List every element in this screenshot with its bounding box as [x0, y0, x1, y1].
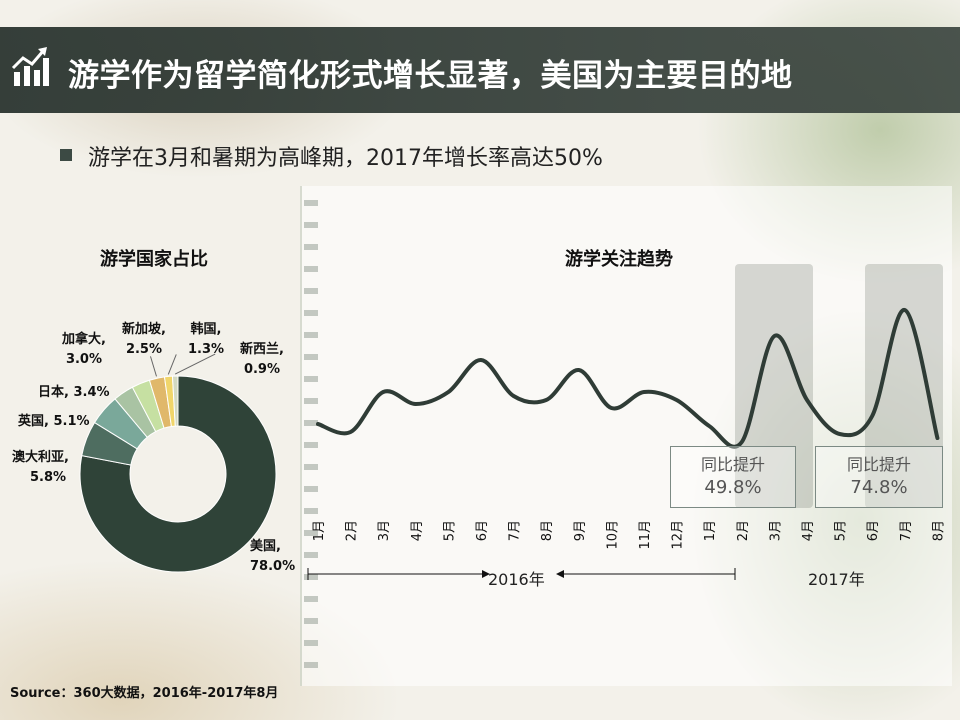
month-tick-label: 4月: [410, 520, 425, 541]
month-tick-label: 8月: [931, 520, 946, 541]
source-note: Source：360大数据，2016年-2017年8月: [10, 686, 279, 701]
month-tick-label: 12月: [671, 520, 686, 550]
year-2017-arrow-head: [556, 570, 564, 578]
month-tick-label: 7月: [508, 520, 523, 541]
bullet-text: 游学在3月和暑期为高峰期，2017年增长率高达50%: [88, 146, 603, 171]
year-label-2017: 2017年: [808, 570, 865, 589]
page-title: 游学作为留学简化形式增长显著，美国为主要目的地: [68, 58, 793, 94]
yoy-callout-march: 同比提升 49.8%: [670, 446, 796, 508]
month-tick-label: 3月: [377, 520, 392, 541]
title-bar: [0, 27, 960, 113]
pie-chart-title: 游学国家占比: [100, 249, 208, 270]
pie-label-japan: 日本, 3.4%: [38, 385, 110, 400]
highlight-column-2017-jul: [865, 264, 943, 508]
month-tick-label: 1月: [312, 520, 327, 541]
month-tick-label: 7月: [899, 520, 914, 541]
month-tick-label: 8月: [540, 520, 555, 541]
bar-chart-growth-icon: [11, 47, 49, 86]
month-tick-label: 10月: [605, 520, 620, 550]
yoy-callout-july: 同比提升 74.8%: [815, 446, 943, 508]
month-tick-label: 9月: [573, 520, 588, 541]
month-tick-label: 2月: [345, 520, 360, 541]
donut-slice-newzealand: [171, 375, 179, 427]
donut-slice-usa: [79, 375, 277, 573]
month-tick-label: 3月: [768, 520, 783, 541]
pie-label-usa: 美国, 78.0%: [250, 539, 296, 574]
pie-label-korea: 韩国, 1.3%: [188, 322, 225, 357]
month-tick-label: 2月: [736, 520, 751, 541]
notebook-rings: [304, 200, 318, 670]
month-tick-label: 5月: [442, 520, 457, 541]
pie-label-newzealand: 新西兰, 0.9%: [240, 342, 284, 377]
month-tick-label: 5月: [834, 520, 849, 541]
pie-label-uk: 英国, 5.1%: [18, 414, 90, 429]
donut-leader-newzealand: [174, 353, 216, 375]
bullet-marker: [60, 149, 72, 161]
donut-leader-singapore: [150, 356, 157, 377]
trend-series-line: [316, 307, 940, 449]
month-tick-label: 6月: [475, 520, 490, 541]
pie-label-singapore: 新加坡, 2.5%: [122, 322, 166, 357]
month-tick-label: 11月: [638, 520, 653, 550]
month-tick-label: 1月: [703, 520, 718, 541]
trend-chart-title: 游学关注趋势: [565, 249, 673, 270]
year-label-2016: 2016年: [488, 570, 545, 589]
month-tick-label: 4月: [801, 520, 816, 541]
pie-label-canada: 加拿大, 3.0%: [62, 332, 106, 367]
donut-leader-korea: [167, 354, 177, 375]
pie-label-australia: 澳大利亚, 5.8%: [12, 450, 69, 485]
year-2016-arrow-head: [482, 570, 490, 578]
month-tick-label: 6月: [866, 520, 881, 541]
